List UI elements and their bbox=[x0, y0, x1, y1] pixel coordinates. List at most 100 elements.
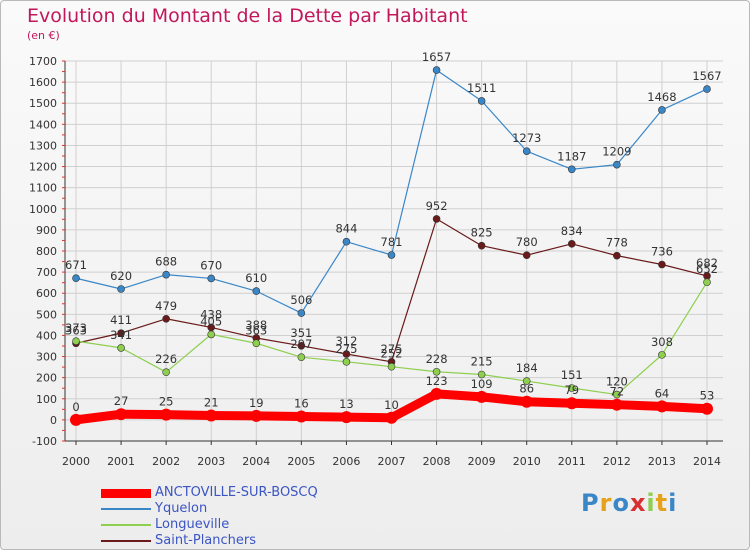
data-point bbox=[387, 251, 396, 259]
legend-item: Saint-Planchers bbox=[101, 533, 361, 549]
chart-unit: (en €) bbox=[27, 29, 60, 42]
data-label: 72 bbox=[610, 385, 625, 399]
x-tick-label: 2012 bbox=[603, 455, 631, 468]
data-point bbox=[297, 353, 306, 361]
x-tick-label: 2005 bbox=[287, 455, 315, 468]
data-point bbox=[703, 85, 711, 93]
data-point bbox=[658, 260, 666, 269]
data-label: 834 bbox=[561, 224, 583, 238]
y-tick-label: 700 bbox=[36, 266, 57, 279]
data-label: 844 bbox=[335, 222, 357, 236]
y-tick-label: 1200 bbox=[29, 161, 57, 174]
legend-label: ANCTOVILLE-SUR-BOSCQ bbox=[155, 485, 318, 500]
y-tick-label: 1000 bbox=[29, 203, 57, 216]
data-label: 479 bbox=[155, 299, 177, 313]
data-label: 228 bbox=[426, 352, 448, 366]
data-label: 297 bbox=[290, 337, 312, 351]
data-label: 1468 bbox=[647, 90, 676, 104]
logo-letter: i bbox=[668, 489, 678, 517]
x-tick-label: 2006 bbox=[332, 455, 360, 468]
data-point bbox=[430, 387, 443, 400]
y-tick-label: 1100 bbox=[29, 182, 57, 195]
data-label: 405 bbox=[200, 314, 222, 328]
data-label: 373 bbox=[65, 321, 87, 335]
grid bbox=[65, 60, 723, 442]
legend-label: Longueville bbox=[155, 517, 230, 532]
data-point bbox=[70, 413, 82, 426]
data-label: 19 bbox=[249, 396, 264, 410]
data-point bbox=[387, 362, 396, 371]
data-label: 27 bbox=[114, 394, 129, 408]
data-point bbox=[613, 251, 621, 260]
data-point bbox=[207, 330, 216, 339]
logo-letter: P bbox=[581, 489, 600, 517]
data-point bbox=[522, 147, 531, 155]
chart-title: Evolution du Montant de la Dette par Hab… bbox=[27, 5, 468, 27]
data-label: 388 bbox=[245, 318, 267, 332]
data-label: 1209 bbox=[602, 145, 631, 159]
series-points bbox=[70, 66, 713, 426]
data-point bbox=[252, 339, 261, 348]
data-label: 25 bbox=[159, 395, 174, 409]
legend-swatch bbox=[101, 524, 151, 526]
data-point bbox=[72, 337, 80, 345]
data-label: 123 bbox=[426, 374, 448, 388]
y-tick-label: -100 bbox=[32, 435, 57, 448]
data-label: 610 bbox=[245, 271, 267, 285]
data-point bbox=[701, 402, 713, 415]
data-label: 736 bbox=[651, 245, 673, 259]
y-tick-label: 200 bbox=[36, 372, 57, 385]
data-point bbox=[477, 370, 486, 379]
data-label: 53 bbox=[700, 389, 715, 403]
x-tick-label: 2004 bbox=[242, 455, 270, 468]
y-tick-label: 1500 bbox=[29, 97, 57, 110]
y-tick-label: 500 bbox=[36, 308, 57, 321]
data-point bbox=[385, 411, 398, 424]
y-tick-label: 1600 bbox=[29, 76, 57, 89]
data-point bbox=[252, 287, 261, 295]
x-tick-label: 2011 bbox=[558, 455, 586, 468]
data-label: 308 bbox=[651, 335, 673, 349]
legend-item: ANCTOVILLE-SUR-BOSCQ bbox=[101, 485, 361, 501]
data-label: 952 bbox=[426, 199, 448, 213]
data-point bbox=[703, 278, 711, 287]
data-label: 781 bbox=[381, 235, 403, 249]
data-point bbox=[162, 314, 170, 323]
data-point bbox=[477, 97, 486, 105]
data-label: 671 bbox=[65, 258, 87, 272]
data-point bbox=[160, 408, 173, 421]
y-tick-label: 900 bbox=[36, 224, 57, 237]
y-tick-label: 0 bbox=[50, 414, 57, 427]
logo-letter: i bbox=[646, 489, 656, 517]
y-tick-label: 1400 bbox=[29, 118, 57, 131]
data-point bbox=[613, 390, 621, 399]
data-point bbox=[207, 274, 216, 283]
x-tick-label: 2009 bbox=[468, 455, 496, 468]
data-label: 1273 bbox=[512, 131, 541, 145]
y-tick-label: 300 bbox=[36, 351, 57, 364]
logo-letter: o bbox=[612, 489, 630, 517]
data-point bbox=[117, 285, 125, 293]
data-label: 275 bbox=[335, 342, 357, 356]
data-point bbox=[477, 241, 486, 250]
x-tick-label: 2002 bbox=[152, 455, 180, 468]
y-tick-label: 1700 bbox=[29, 55, 57, 68]
data-point bbox=[522, 251, 531, 260]
data-point bbox=[432, 367, 441, 376]
data-label: 16 bbox=[294, 397, 309, 411]
data-label: 215 bbox=[471, 355, 493, 369]
data-label: 151 bbox=[561, 368, 583, 382]
data-label: 363 bbox=[245, 323, 267, 337]
x-tick-label: 2013 bbox=[648, 455, 676, 468]
data-label: 341 bbox=[110, 328, 132, 342]
data-point bbox=[567, 165, 576, 174]
x-tick-label: 2007 bbox=[378, 455, 406, 468]
data-label: 780 bbox=[516, 235, 538, 249]
data-label: 1657 bbox=[422, 50, 451, 64]
data-label: 825 bbox=[471, 226, 493, 240]
legend-label: Yquelon bbox=[155, 501, 208, 516]
data-label: 1187 bbox=[557, 149, 586, 163]
logo-letter: r bbox=[599, 489, 613, 517]
